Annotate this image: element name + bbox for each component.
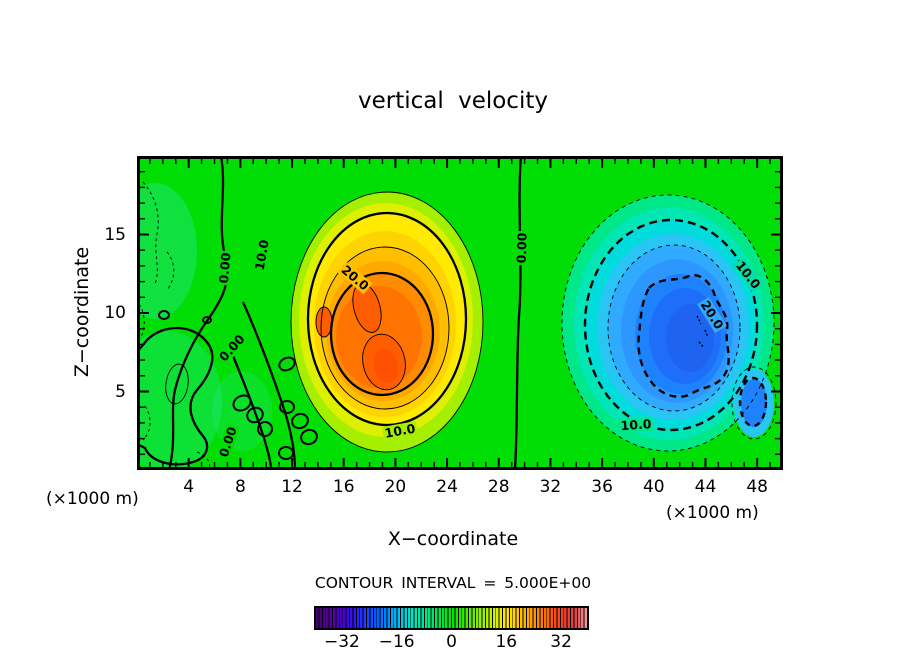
contour-label: 10.0 — [382, 421, 418, 441]
colorbar-tick-label: −16 — [378, 632, 415, 652]
zero-contour-loops — [158, 310, 318, 460]
colorbar-tick-label: 0 — [446, 632, 457, 652]
x-unit-label-right: (×1000 m) — [666, 503, 759, 523]
plot-border — [137, 156, 783, 470]
x-tick-label: 28 — [487, 477, 510, 497]
colorbar-tick-label: −32 — [323, 632, 360, 652]
x-tick-label: 48 — [746, 477, 768, 497]
weak-negative-tint — [137, 183, 272, 470]
x-axis-label: X−coordinate — [387, 528, 519, 550]
x-unit-label-left: (×1000 m) — [46, 489, 139, 509]
negative-contour-lines — [561, 194, 777, 452]
y-tick-label: 5 — [115, 381, 126, 402]
axis-ticks — [140, 159, 780, 467]
svg-text:10.0: 10.0 — [252, 238, 272, 271]
contour-plot: 0.00 0.00 0.00 10.0 20.0 0.00 10.0 — [137, 156, 783, 470]
x-tick-label: 40 — [642, 477, 665, 497]
x-tick-label: 32 — [539, 477, 562, 497]
x-tick-label: 20 — [384, 477, 407, 497]
svg-text:0.00: 0.00 — [216, 252, 234, 284]
left-dashed-contours — [138, 181, 210, 470]
x-tick-label: 36 — [591, 477, 613, 497]
x-tick-label: 4 — [183, 477, 195, 497]
svg-text:10.0: 10.0 — [383, 421, 416, 441]
x-tick-label: 16 — [332, 477, 355, 497]
contour-interval-text: CONTOUR INTERVAL = 5.000E+00 — [314, 574, 592, 592]
x-tick-label: 24 — [436, 477, 458, 497]
y-tick-label: 10 — [104, 303, 126, 323]
svg-text:10.0: 10.0 — [620, 416, 652, 433]
contour-label: 10.0 — [618, 416, 654, 433]
colorbar-tick-label: 16 — [495, 632, 518, 652]
colorbar-tick-label: 32 — [550, 632, 572, 652]
x-tick-label: 8 — [234, 477, 246, 497]
colorbar — [314, 606, 589, 630]
page-title: vertical velocity — [358, 88, 548, 114]
svg-text:0.00: 0.00 — [514, 232, 530, 264]
y-tick-label: 15 — [104, 224, 126, 245]
x-tick-label: 44 — [694, 477, 717, 497]
x-tick-label: 12 — [281, 477, 303, 497]
positive-anomaly — [291, 192, 483, 452]
contour-label: 10.0 — [252, 237, 272, 273]
colorbar-stripes — [316, 608, 587, 628]
contour-label: 0.00 — [514, 230, 530, 266]
positive-contour-lines — [290, 191, 484, 453]
contour-label: 0.00 — [216, 250, 234, 286]
thin-solid-details — [165, 363, 189, 405]
y-axis-label: Z−coordinate — [71, 246, 93, 378]
